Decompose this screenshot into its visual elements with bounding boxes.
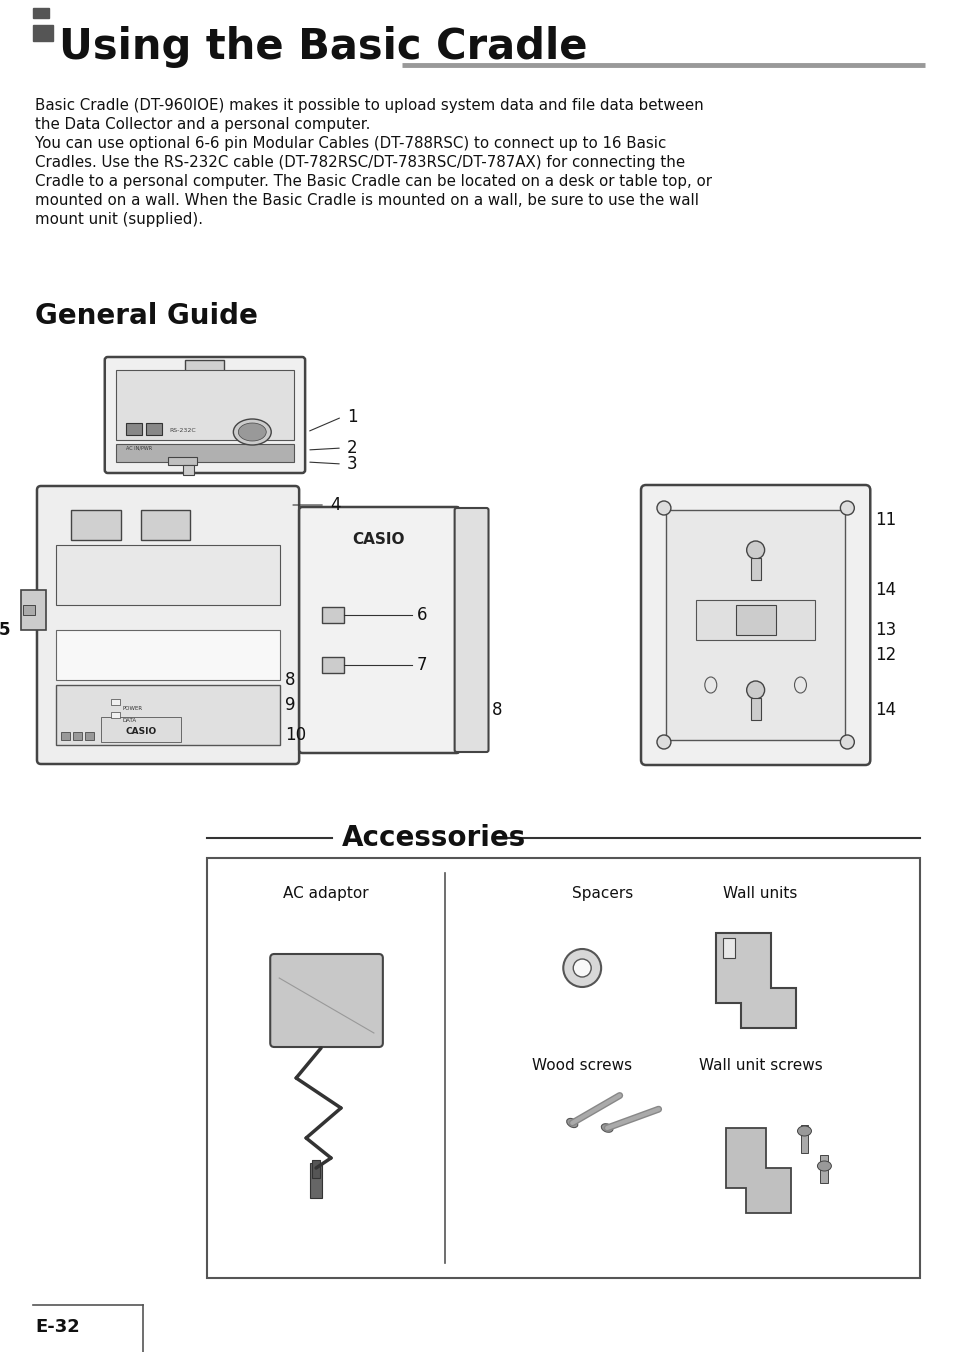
Text: 11: 11 bbox=[874, 511, 896, 529]
Ellipse shape bbox=[840, 502, 854, 515]
FancyBboxPatch shape bbox=[105, 357, 305, 473]
Text: 8: 8 bbox=[491, 700, 501, 719]
Bar bbox=[695, 600, 815, 639]
Text: General Guide: General Guide bbox=[35, 301, 257, 330]
Ellipse shape bbox=[657, 502, 670, 515]
Bar bbox=[140, 510, 191, 539]
Text: 12: 12 bbox=[874, 646, 896, 664]
Polygon shape bbox=[715, 933, 795, 1028]
Bar bbox=[322, 607, 344, 623]
Text: AC IN/PWR: AC IN/PWR bbox=[126, 446, 152, 450]
Text: Accessories: Accessories bbox=[341, 823, 526, 852]
Bar bbox=[33, 8, 49, 18]
Bar bbox=[126, 423, 141, 435]
FancyBboxPatch shape bbox=[455, 508, 488, 752]
FancyBboxPatch shape bbox=[37, 485, 299, 764]
Bar bbox=[168, 457, 197, 465]
Text: RS-232C: RS-232C bbox=[169, 427, 195, 433]
Text: Basic Cradle (DT-960IOE) makes it possible to upload system data and file data b: Basic Cradle (DT-960IOE) makes it possib… bbox=[35, 97, 703, 114]
Text: 10: 10 bbox=[285, 726, 306, 744]
Bar bbox=[207, 859, 919, 1278]
Text: POWER: POWER bbox=[123, 706, 143, 711]
Bar bbox=[182, 465, 194, 475]
Bar bbox=[312, 1160, 319, 1178]
Bar bbox=[800, 1125, 807, 1153]
Text: 5: 5 bbox=[0, 621, 10, 639]
Ellipse shape bbox=[562, 949, 600, 987]
Text: the Data Collector and a personal computer.: the Data Collector and a personal comput… bbox=[35, 118, 370, 132]
Text: E-32: E-32 bbox=[35, 1318, 80, 1336]
Ellipse shape bbox=[817, 1161, 830, 1171]
Bar bbox=[56, 685, 280, 745]
Text: Wall units: Wall units bbox=[722, 886, 797, 900]
Bar bbox=[735, 604, 775, 635]
Text: Wood screws: Wood screws bbox=[532, 1059, 632, 1073]
Ellipse shape bbox=[746, 681, 763, 699]
Text: Wall unit screws: Wall unit screws bbox=[698, 1059, 821, 1073]
Bar bbox=[71, 510, 121, 539]
Bar bbox=[56, 545, 280, 604]
Ellipse shape bbox=[746, 541, 763, 558]
Text: CASIO: CASIO bbox=[125, 727, 156, 737]
FancyBboxPatch shape bbox=[299, 507, 459, 753]
Bar bbox=[820, 1155, 827, 1183]
FancyBboxPatch shape bbox=[270, 955, 382, 1046]
Bar bbox=[72, 731, 82, 740]
Bar bbox=[146, 423, 161, 435]
Bar bbox=[33, 24, 52, 41]
Bar bbox=[21, 589, 46, 630]
Text: 14: 14 bbox=[874, 700, 896, 719]
Polygon shape bbox=[725, 1128, 790, 1213]
Ellipse shape bbox=[238, 423, 266, 441]
Ellipse shape bbox=[657, 735, 670, 749]
Bar bbox=[23, 604, 35, 615]
Ellipse shape bbox=[600, 1124, 612, 1132]
Bar bbox=[310, 1163, 322, 1198]
Text: 14: 14 bbox=[874, 581, 896, 599]
Ellipse shape bbox=[573, 959, 591, 977]
Ellipse shape bbox=[704, 677, 716, 694]
Bar bbox=[322, 657, 344, 673]
Bar bbox=[750, 698, 760, 721]
Ellipse shape bbox=[797, 1126, 811, 1136]
Bar bbox=[722, 938, 734, 959]
Text: 7: 7 bbox=[416, 656, 427, 675]
Bar bbox=[184, 360, 224, 372]
Bar bbox=[61, 731, 70, 740]
Ellipse shape bbox=[840, 735, 854, 749]
Bar bbox=[115, 443, 294, 462]
Text: 9: 9 bbox=[285, 696, 295, 714]
Text: Cradles. Use the RS-232C cable (DT-782RSC/DT-783RSC/DT-787AX) for connecting the: Cradles. Use the RS-232C cable (DT-782RS… bbox=[35, 155, 684, 170]
Text: 1: 1 bbox=[347, 408, 357, 426]
Ellipse shape bbox=[233, 419, 271, 445]
Text: 3: 3 bbox=[347, 456, 357, 473]
Text: AC adaptor: AC adaptor bbox=[283, 886, 369, 900]
Bar bbox=[111, 713, 119, 718]
Text: 6: 6 bbox=[416, 606, 427, 625]
Text: CASIO: CASIO bbox=[353, 533, 405, 548]
Bar bbox=[115, 370, 294, 439]
Text: 2: 2 bbox=[347, 439, 357, 457]
Text: 13: 13 bbox=[874, 621, 896, 639]
Text: DATA: DATA bbox=[123, 718, 136, 723]
Bar bbox=[111, 699, 119, 704]
Text: Spacers: Spacers bbox=[571, 886, 632, 900]
Text: Cradle to a personal computer. The Basic Cradle can be located on a desk or tabl: Cradle to a personal computer. The Basic… bbox=[35, 174, 711, 189]
Bar bbox=[750, 558, 760, 580]
Bar bbox=[101, 717, 180, 742]
Ellipse shape bbox=[566, 1118, 578, 1128]
Text: You can use optional 6-6 pin Modular Cables (DT-788RSC) to connect up to 16 Basi: You can use optional 6-6 pin Modular Cab… bbox=[35, 137, 665, 151]
Ellipse shape bbox=[794, 677, 805, 694]
Text: Using the Basic Cradle: Using the Basic Cradle bbox=[59, 26, 587, 68]
Text: mounted on a wall. When the Basic Cradle is mounted on a wall, be sure to use th: mounted on a wall. When the Basic Cradle… bbox=[35, 193, 699, 208]
Text: 8: 8 bbox=[285, 671, 295, 690]
Bar bbox=[56, 630, 280, 680]
Bar bbox=[85, 731, 93, 740]
FancyBboxPatch shape bbox=[640, 485, 869, 765]
Text: 4: 4 bbox=[330, 496, 340, 514]
Bar bbox=[665, 510, 844, 740]
Text: mount unit (supplied).: mount unit (supplied). bbox=[35, 212, 203, 227]
